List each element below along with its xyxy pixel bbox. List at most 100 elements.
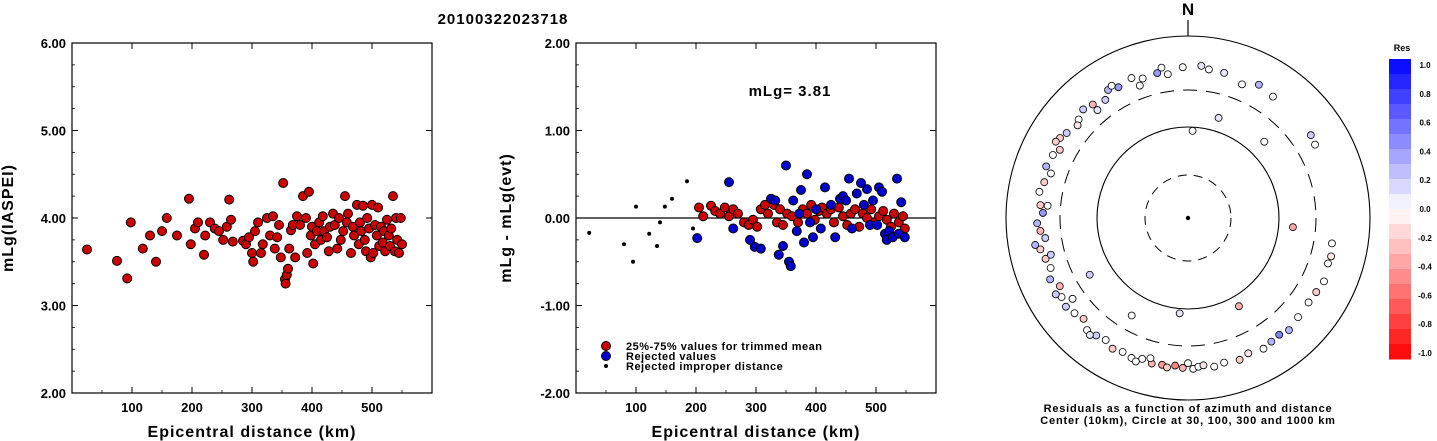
- legend-marker-trimmed: [601, 341, 611, 351]
- residual-colorbar: Res 1.0 0.8 0.6 0.4 0.2 0.0 -0.2 -0.4 -0.6 -0.8 -1…: [1389, 43, 1432, 360]
- magnitude-point: [145, 230, 155, 241]
- colorbar-tick-label: 0.2: [1419, 176, 1431, 185]
- station-residual-point: [1220, 358, 1228, 367]
- station-residual-point: [1306, 131, 1315, 140]
- magnitude-point: [343, 208, 353, 219]
- improper-distance-point: [655, 244, 659, 248]
- colorbar-tick-label: 0.0: [1419, 205, 1431, 214]
- colorbar-cell: [1389, 209, 1411, 225]
- rejected-residual-point: [778, 241, 788, 251]
- station-residual-point: [1157, 63, 1166, 72]
- station-residual-point: [1062, 129, 1071, 137]
- station-residual-point: [1197, 62, 1206, 70]
- improper-distance-point: [634, 204, 638, 209]
- station-residual-point: [1135, 81, 1144, 90]
- magnitude-point: [290, 252, 301, 263]
- station-residual-point: [1269, 92, 1277, 101]
- rejected-residual-point: [802, 169, 812, 180]
- rejected-residual-point: [872, 220, 883, 230]
- improper-distance-point: [658, 220, 662, 225]
- magnitude-point: [283, 263, 293, 274]
- colorbar-cell: [1389, 329, 1411, 345]
- magnitude-point: [137, 243, 148, 254]
- magnitude-point: [394, 248, 404, 258]
- magnitude-point: [184, 193, 194, 204]
- rejected-residual-point: [841, 195, 851, 206]
- station-residual-point: [1328, 239, 1336, 248]
- magnitude-point: [395, 213, 406, 223]
- rejected-residual-point: [773, 249, 784, 260]
- rejected-residual-point: [820, 182, 830, 193]
- magnitude-point: [172, 230, 182, 241]
- middle-data-points: [587, 160, 910, 272]
- trimmed-residual-point: [878, 206, 889, 216]
- magnitude-point: [125, 217, 136, 228]
- magnitude-point: [382, 214, 392, 225]
- station-residual-point: [1153, 69, 1162, 78]
- magnitude-point: [185, 239, 196, 250]
- rejected-residual-point: [808, 232, 818, 243]
- y-tick-label: -1.00: [540, 299, 570, 314]
- magnitude-point: [386, 223, 397, 234]
- station-residual-point: [1114, 83, 1123, 92]
- trimmed-residual-point: [850, 204, 860, 215]
- magnitude-point: [368, 248, 379, 258]
- trimmed-residual-point: [778, 220, 788, 230]
- improper-distance-point: [691, 226, 695, 231]
- trimmed-residual-point: [793, 217, 803, 228]
- station-residual-point: [1178, 364, 1187, 372]
- y-tick-label: -2.00: [540, 386, 570, 401]
- station-residual-point: [1046, 250, 1055, 259]
- station-residual-point: [1178, 63, 1187, 72]
- magnitude-point: [295, 220, 305, 230]
- colorbar-cell: [1389, 314, 1411, 330]
- magnitude-point: [248, 256, 259, 267]
- magnitude-point: [272, 232, 283, 243]
- station-residual-point: [1048, 151, 1057, 159]
- station-residual-point: [1085, 331, 1094, 339]
- magnitude-point: [278, 178, 289, 188]
- station-residual-point: [1101, 96, 1110, 104]
- improper-distance-point: [670, 196, 674, 201]
- rejected-residual-point: [791, 226, 802, 237]
- colorbar-cells: [1389, 59, 1411, 360]
- station-residual-point: [1046, 275, 1055, 284]
- x-tick-label: 100: [121, 400, 143, 415]
- station-residual-point: [1035, 187, 1044, 196]
- station-residual-point: [1051, 137, 1060, 146]
- colorbar-tick-label: -0.4: [1418, 263, 1432, 272]
- trimmed-residual-point: [694, 202, 704, 213]
- station-residual-point: [1188, 126, 1197, 135]
- station-residual-point: [1235, 355, 1244, 364]
- rejected-residual-point: [728, 223, 739, 234]
- north-label: N: [1182, 0, 1194, 19]
- x-tick-label: 200: [181, 400, 203, 415]
- station-residual-point: [1041, 234, 1050, 242]
- y-tick-label: 0.00: [545, 211, 570, 226]
- station-residual-point: [1118, 348, 1127, 356]
- station-residual-point: [1036, 245, 1045, 254]
- left-x-axis-label: Epicentral distance (km): [148, 424, 357, 441]
- trimmed-residual-point: [763, 208, 773, 219]
- magnitude-point: [199, 249, 209, 260]
- rejected-residual-point: [892, 173, 902, 184]
- improper-distance-point: [631, 259, 635, 264]
- magnitude-point: [250, 226, 260, 237]
- rejected-residual-point: [796, 185, 806, 195]
- left-x-ticks: 100 200 300 400 500: [101, 43, 403, 415]
- station-residual-point: [1204, 65, 1213, 74]
- station-residual-point: [1085, 270, 1094, 279]
- rejected-residual-point: [781, 160, 791, 171]
- magnitude-point: [280, 278, 291, 289]
- magnitude-point: [308, 258, 319, 269]
- station-residual-point: [1259, 344, 1268, 353]
- colorbar-cell: [1389, 254, 1411, 270]
- rejected-residual-point: [896, 197, 907, 208]
- station-residual-point: [1184, 359, 1192, 368]
- rejected-residual-point: [770, 195, 781, 206]
- trimmed-residual-point: [898, 211, 908, 222]
- magnitude-point: [397, 239, 407, 250]
- station-residual-point: [1238, 80, 1246, 89]
- station-residual-point: [1062, 302, 1070, 311]
